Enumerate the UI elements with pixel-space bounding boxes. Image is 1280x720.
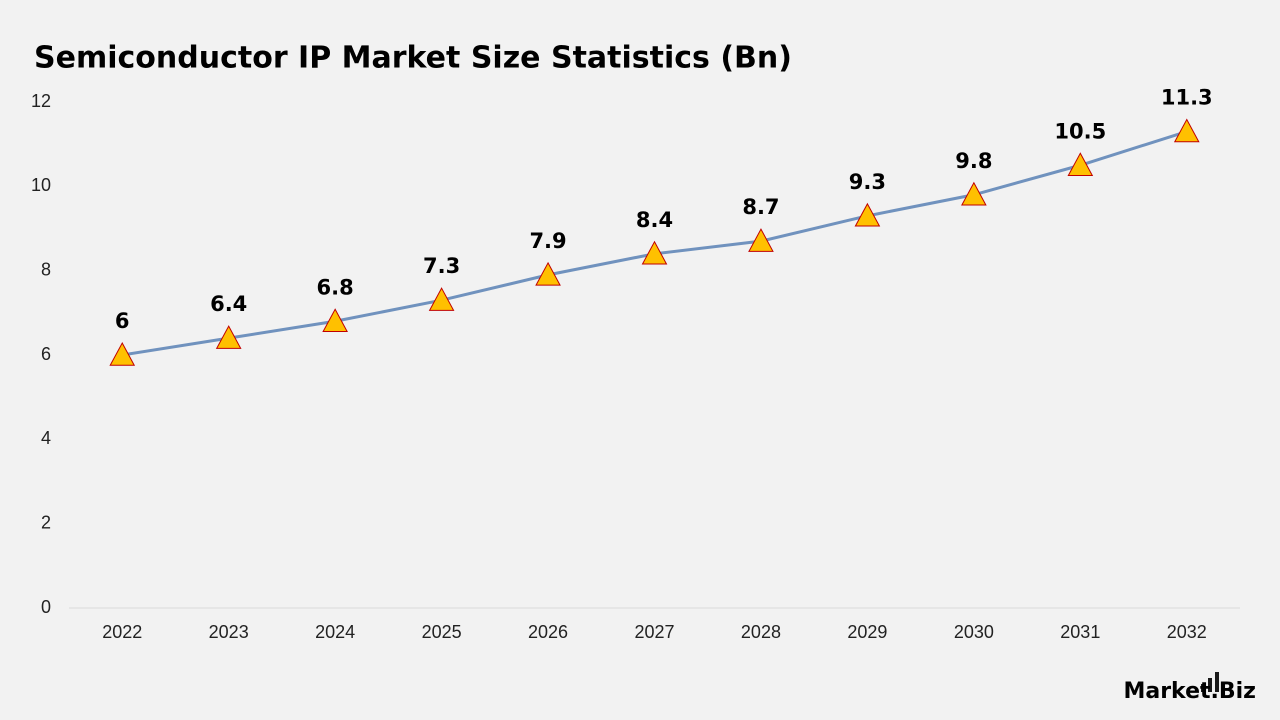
x-tick-label: 2028 <box>741 622 781 642</box>
marker <box>322 308 348 332</box>
data-label: 9.8 <box>955 149 992 173</box>
data-label: 7.3 <box>423 254 460 278</box>
marker <box>215 325 242 349</box>
marker <box>428 287 455 311</box>
marker <box>961 181 987 206</box>
y-tick-label: 8 <box>41 259 51 279</box>
logo-icon <box>1201 672 1219 692</box>
chart-title: Semiconductor IP Market Size Statistics … <box>34 41 792 76</box>
data-label: 6.4 <box>210 292 247 316</box>
x-tick-label: 2032 <box>1167 622 1207 642</box>
data-label: 10.5 <box>1054 119 1106 143</box>
marker <box>748 228 774 252</box>
data-label: 11.3 <box>1161 86 1213 110</box>
data-label: 8.7 <box>742 195 779 219</box>
y-tick-label: 0 <box>41 597 51 617</box>
data-label: 8.4 <box>636 208 673 232</box>
x-tick-label: 2024 <box>315 622 355 642</box>
y-tick-label: 4 <box>41 428 51 448</box>
x-tick-label: 2027 <box>634 622 674 642</box>
x-tick-label: 2031 <box>1060 622 1100 642</box>
watermark: Market.Biz <box>1123 679 1256 704</box>
marker <box>1067 152 1094 176</box>
x-tick-label: 2029 <box>847 622 887 642</box>
data-label: 6.8 <box>317 275 354 299</box>
y-tick-label: 12 <box>31 91 51 111</box>
x-tick-label: 2030 <box>954 622 994 642</box>
data-label: 7.9 <box>529 229 566 253</box>
x-tick-label: 2025 <box>422 622 462 642</box>
marker <box>1173 118 1200 143</box>
x-tick-label: 2022 <box>102 622 142 642</box>
marker <box>109 341 136 366</box>
marker <box>641 240 668 265</box>
y-tick-label: 2 <box>41 512 51 532</box>
x-tick-label: 2026 <box>528 622 568 642</box>
marker <box>854 202 881 227</box>
x-tick-label: 2023 <box>209 622 249 642</box>
y-tick-label: 6 <box>41 344 51 364</box>
marker <box>535 261 561 286</box>
data-label: 9.3 <box>849 170 886 194</box>
y-tick-label: 10 <box>31 175 51 195</box>
data-label: 6 <box>115 309 130 333</box>
